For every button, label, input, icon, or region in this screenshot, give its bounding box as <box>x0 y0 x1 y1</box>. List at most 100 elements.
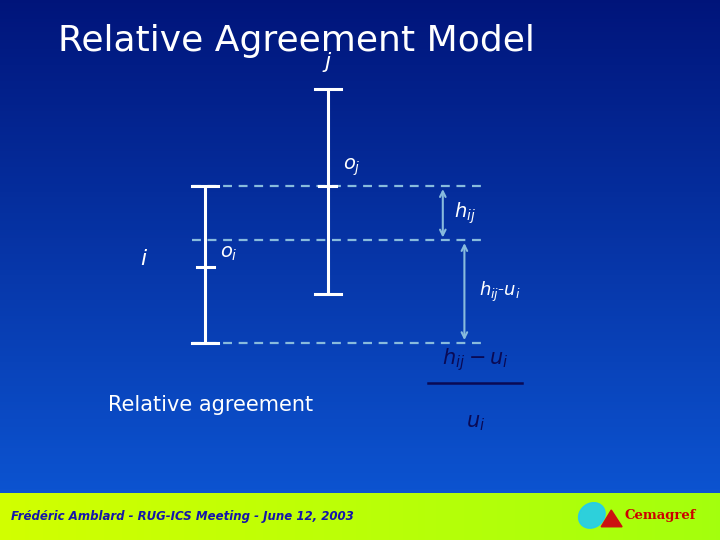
Bar <box>709 493 713 540</box>
Bar <box>310 493 313 540</box>
Bar <box>572 493 576 540</box>
Bar <box>580 493 583 540</box>
Bar <box>569 493 572 540</box>
Bar <box>0 389 720 392</box>
Bar <box>137 493 140 540</box>
Bar <box>306 493 310 540</box>
Bar <box>0 73 720 76</box>
Bar <box>0 202 720 205</box>
Bar <box>475 493 479 540</box>
Bar <box>0 51 720 54</box>
Bar <box>562 493 565 540</box>
Bar <box>256 493 259 540</box>
Bar <box>0 157 720 159</box>
Bar <box>0 270 720 273</box>
Bar <box>360 493 364 540</box>
Bar <box>0 246 720 248</box>
Bar <box>0 338 720 340</box>
Bar <box>0 351 720 354</box>
Bar <box>0 8 720 11</box>
Bar <box>0 89 720 92</box>
Bar <box>0 275 720 278</box>
Bar <box>454 493 457 540</box>
Bar <box>0 400 720 402</box>
Bar <box>680 493 684 540</box>
Bar <box>0 200 720 202</box>
Bar <box>590 493 594 540</box>
Bar <box>0 240 720 243</box>
Bar <box>536 493 540 540</box>
Bar <box>11 493 14 540</box>
Bar <box>0 194 720 197</box>
Bar <box>558 493 562 540</box>
Bar <box>112 493 115 540</box>
Bar <box>0 289 720 292</box>
Bar <box>0 472 720 475</box>
Bar <box>551 493 554 540</box>
Bar <box>0 143 720 146</box>
Bar <box>0 483 720 486</box>
Bar <box>0 227 720 229</box>
Bar <box>259 493 263 540</box>
Bar <box>0 105 720 108</box>
Bar <box>0 462 720 464</box>
Bar <box>0 340 720 343</box>
Bar <box>0 491 720 494</box>
Bar <box>0 359 720 362</box>
Bar <box>385 493 389 540</box>
Bar <box>0 254 720 256</box>
Bar <box>227 493 230 540</box>
Bar <box>490 493 493 540</box>
Text: Frédéric Amblard - RUG-ICS Meeting - June 12, 2003: Frédéric Amblard - RUG-ICS Meeting - Jun… <box>11 510 354 523</box>
Bar <box>0 532 720 535</box>
Bar <box>212 493 216 540</box>
Bar <box>0 124 720 127</box>
Bar <box>0 424 720 427</box>
Bar <box>0 502 720 505</box>
Bar <box>0 119 720 122</box>
Bar <box>396 493 400 540</box>
Bar <box>0 383 720 386</box>
Bar <box>0 65 720 68</box>
Bar <box>0 505 720 508</box>
Bar <box>472 493 475 540</box>
Bar <box>565 493 569 540</box>
Text: $h_{ij} - u_i$: $h_{ij} - u_i$ <box>442 346 508 373</box>
Bar <box>0 316 720 319</box>
Bar <box>0 170 720 173</box>
Bar <box>0 535 720 537</box>
Bar <box>587 493 590 540</box>
Bar <box>446 493 450 540</box>
Bar <box>544 493 547 540</box>
Bar <box>0 140 720 143</box>
Bar <box>22 493 25 540</box>
Bar <box>0 154 720 157</box>
Bar <box>122 493 126 540</box>
Bar <box>608 493 612 540</box>
Bar <box>0 421 720 424</box>
Bar <box>130 493 133 540</box>
Bar <box>320 493 324 540</box>
Bar <box>652 493 655 540</box>
Bar <box>0 327 720 329</box>
Bar <box>0 475 720 478</box>
Bar <box>0 184 720 186</box>
Bar <box>0 251 720 254</box>
Bar <box>0 221 720 224</box>
Bar <box>0 459 720 462</box>
Bar <box>216 493 220 540</box>
Bar <box>0 362 720 364</box>
Bar <box>317 493 320 540</box>
Text: Relative agreement: Relative agreement <box>108 395 313 415</box>
Bar <box>670 493 673 540</box>
Bar <box>511 493 515 540</box>
Bar <box>0 40 720 43</box>
Bar <box>72 493 76 540</box>
Text: Cemagref: Cemagref <box>625 509 696 523</box>
Bar <box>0 27 720 30</box>
Bar <box>500 493 504 540</box>
Bar <box>0 22 720 24</box>
Bar <box>0 443 720 445</box>
Bar <box>0 127 720 130</box>
Bar <box>0 305 720 308</box>
